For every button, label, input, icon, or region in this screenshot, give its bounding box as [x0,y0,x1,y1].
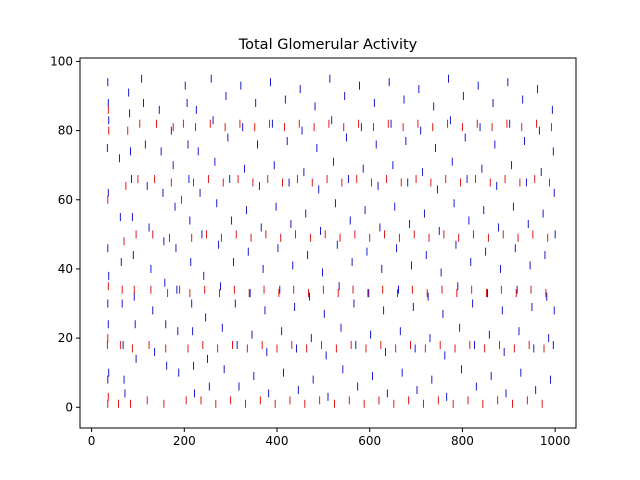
y-tick-label: 20 [58,331,73,345]
x-axis: 0 200 400 600 800 1000 [88,428,571,448]
y-tick-label: 80 [58,124,73,138]
x-tick-label: 1000 [540,434,571,448]
y-tick-label: 100 [50,54,73,68]
y-tick-label: 60 [58,193,73,207]
spike-marks [106,74,556,408]
x-tick-label: 800 [451,434,474,448]
x-tick-label: 200 [173,434,196,448]
x-tick-label: 400 [266,434,289,448]
y-tick-label: 40 [58,262,73,276]
chart-title: Total Glomerular Activity [238,37,418,53]
plot-frame [79,57,577,429]
x-tick-label: 600 [358,434,381,448]
y-axis: 0 20 40 60 80 100 [50,54,80,414]
y-tick-label: 0 [65,400,73,414]
x-tick-label: 0 [88,434,96,448]
